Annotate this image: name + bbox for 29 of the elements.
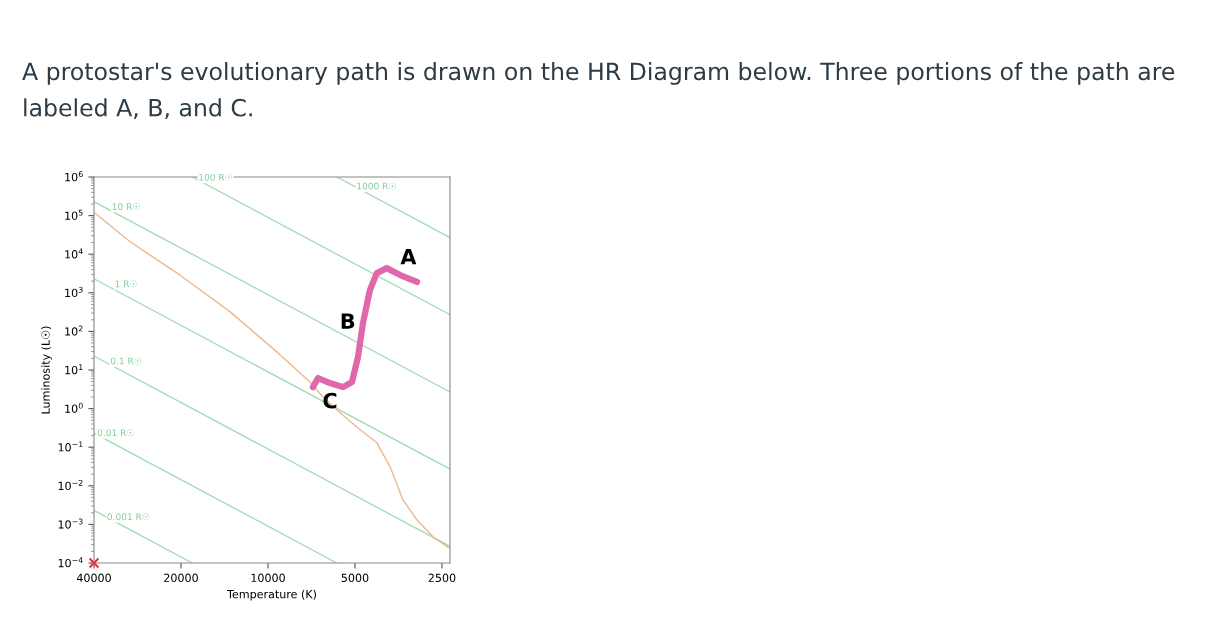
x-tick-label: 2500 [428,573,456,583]
x-tick-label: 20000 [164,573,198,583]
y-tick-label: 10$^{6}$ [65,171,83,182]
series-label: 1 R☉ [115,280,137,288]
y-tick-label: 10$^{1}$ [65,364,83,375]
series-label: 100 R☉ [199,173,233,181]
y-tick-label: 10$^{−4}$ [58,557,83,568]
y-tick-label: 10$^{3}$ [65,286,83,298]
x-axis-title: Temperature (K) [227,589,316,601]
x-tick-label: 10000 [251,573,285,583]
y-tick-label: 10$^{−3}$ [58,518,83,529]
x-tick-label: 40000 [76,573,111,583]
y-tick-label: 10$^{5}$ [65,209,83,220]
y-tick-label: 10$^{0}$ [65,402,83,413]
y-axis-title: Luminosity (L☉) [41,326,52,414]
series-label: 0.1 R☉ [110,357,142,365]
y-tick-label: 10$^{−2}$ [58,479,83,491]
series-label: 10 R☉ [112,203,140,211]
series-label: 1000 R☉ [357,182,396,190]
series-label: 0.01 R☉ [97,429,134,437]
annotation: C [323,392,337,409]
y-tick-label: 10$^{−1}$ [58,441,83,452]
y-tick-label: 10$^{2}$ [65,325,83,336]
annotation: B [341,313,355,329]
text: A protostar's evolutionary path is drawn on the HR Diagram below. Three portions of the path are labeled A, B, and C. [22,62,1175,119]
annotation: A [400,248,417,265]
series-label: 0.001 R☉ [107,513,150,521]
y-tick-label: 10$^{4}$ [65,248,83,259]
x-tick-label: 5000 [341,573,369,583]
